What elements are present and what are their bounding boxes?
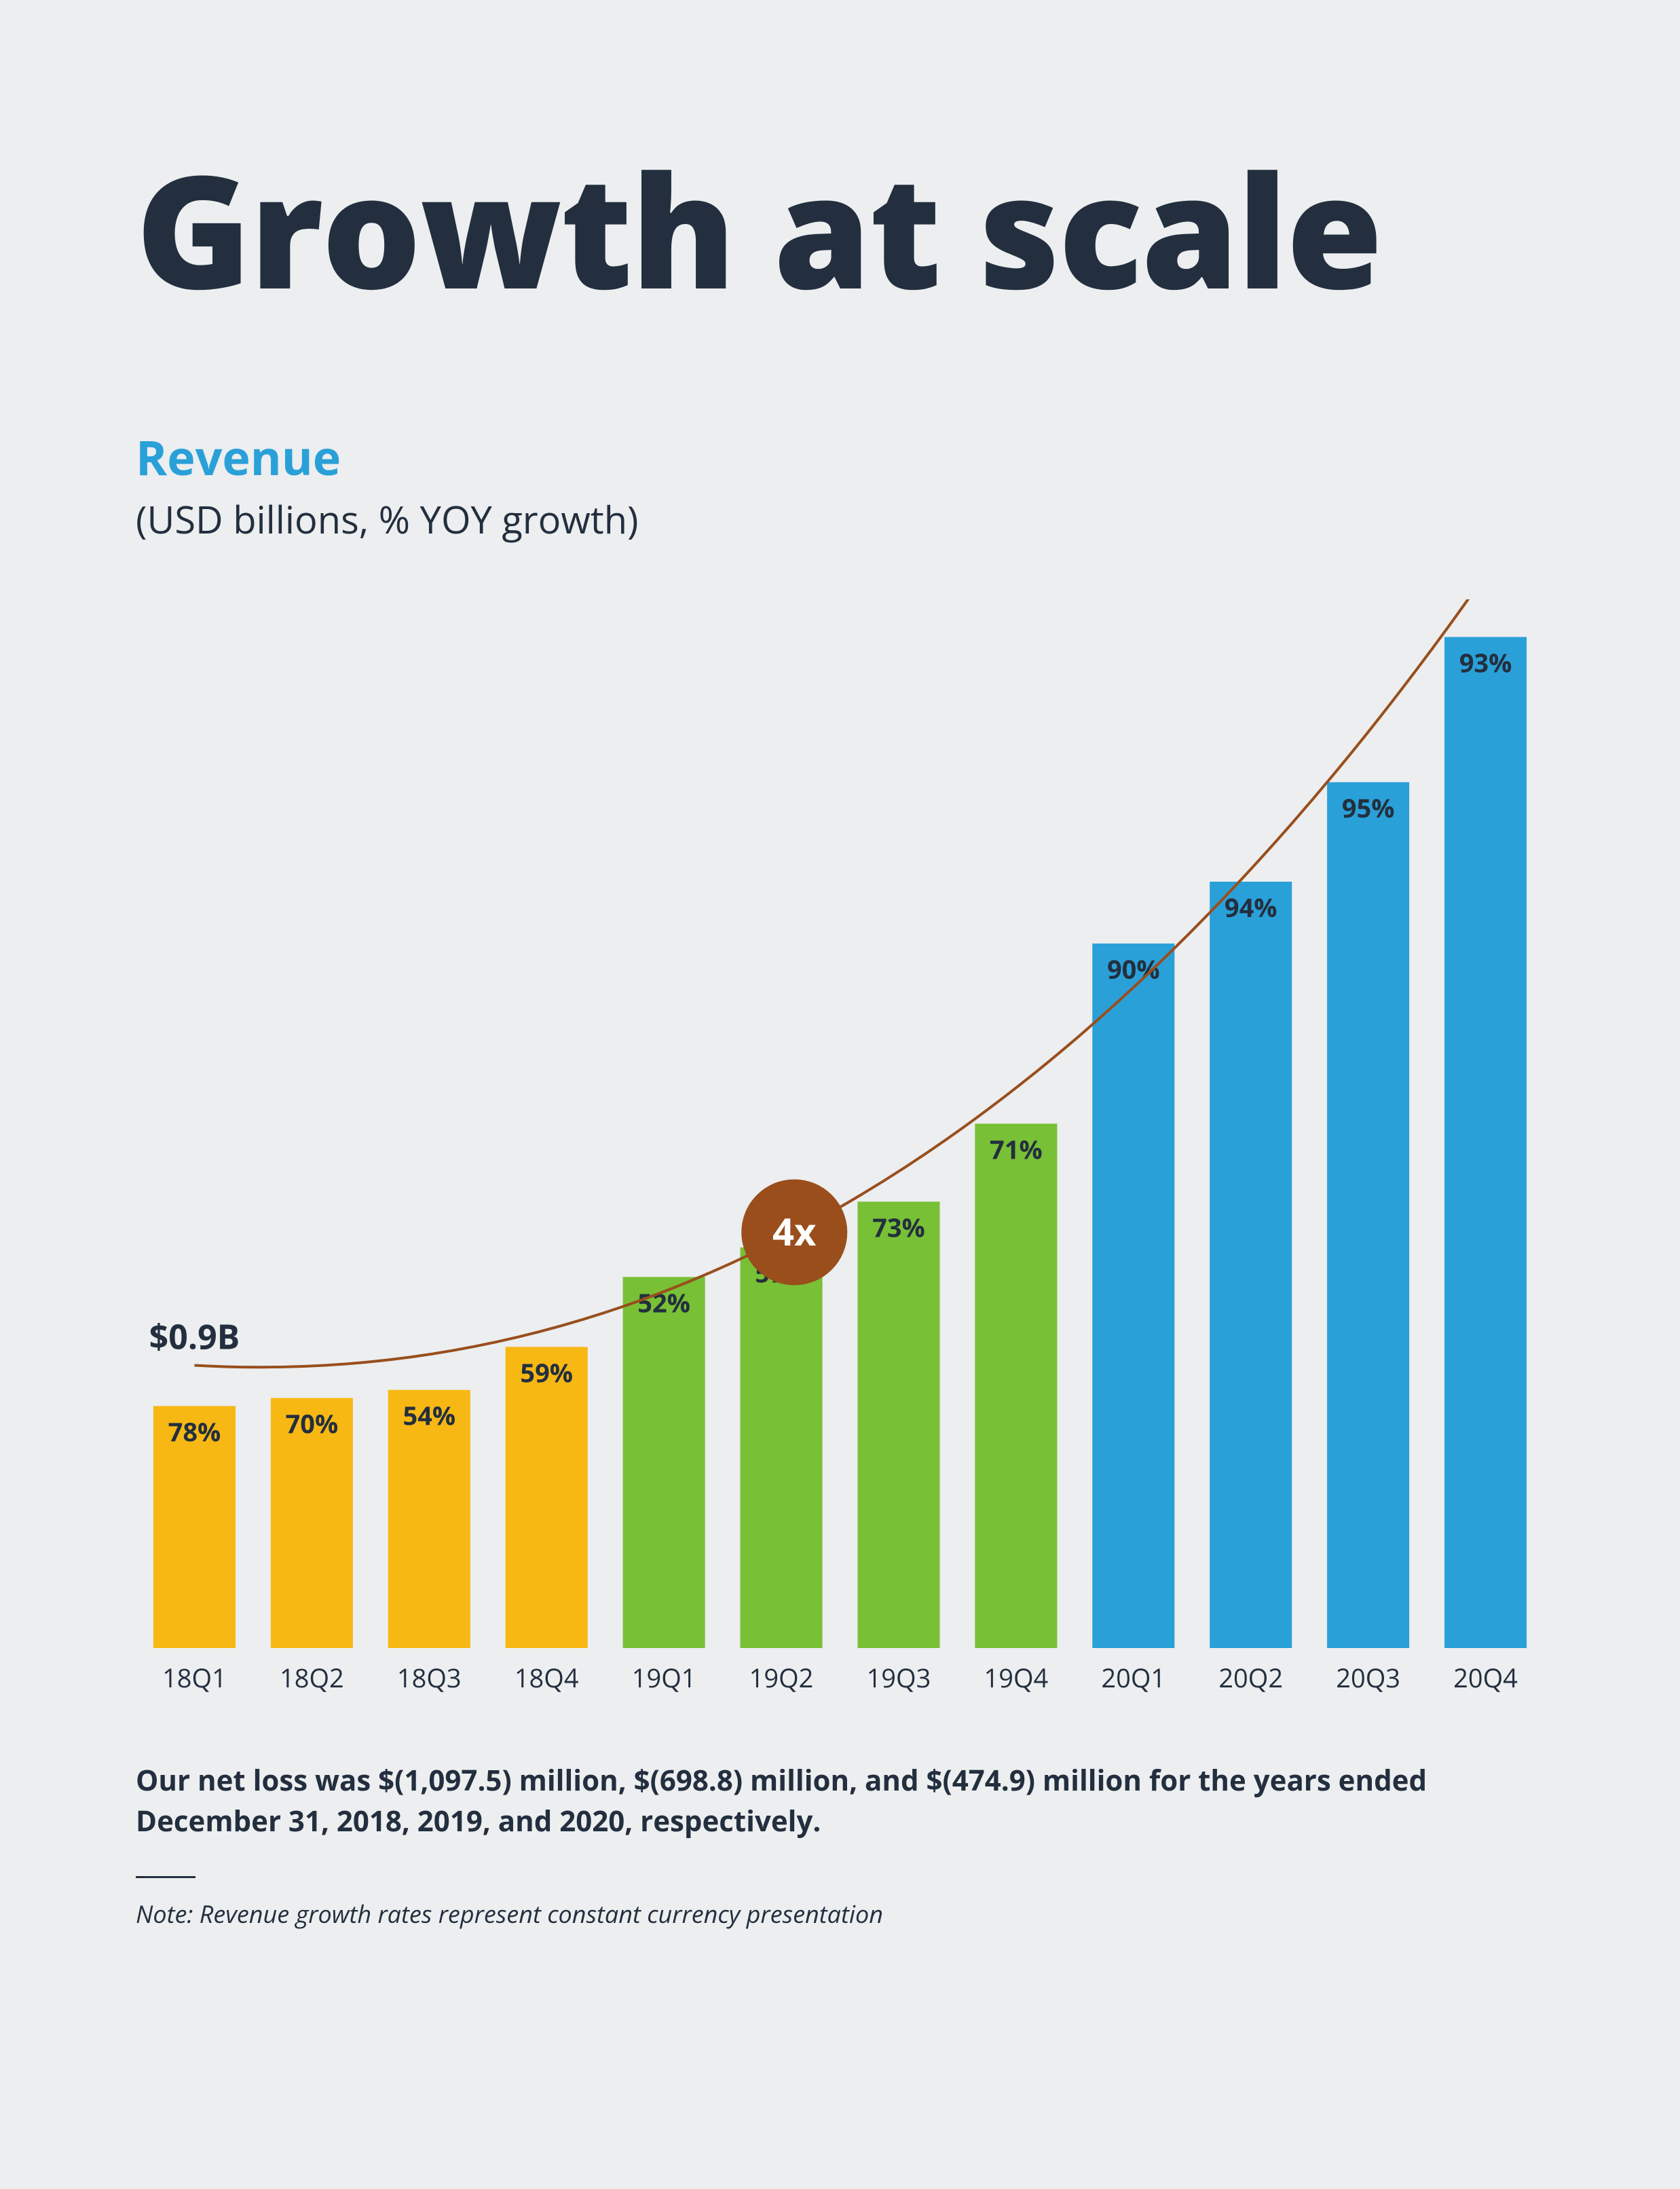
bar: [623, 1277, 705, 1648]
subtitle-block: Revenue (USD billions, % YOY growth): [136, 424, 1544, 545]
chart-subtitle-paren: (USD billions, % YOY growth): [136, 493, 1544, 545]
chart-subtitle: Revenue: [136, 424, 1544, 489]
x-axis-label: 19Q1: [632, 1660, 696, 1696]
x-axis-label: 19Q4: [984, 1660, 1049, 1696]
x-axis-label: 18Q4: [515, 1660, 579, 1696]
x-axis-label: 18Q3: [397, 1660, 462, 1696]
x-axis-label: 20Q3: [1336, 1660, 1400, 1696]
bar-pct-label: 78%: [168, 1414, 221, 1449]
bar-pct-label: 59%: [520, 1355, 573, 1390]
netloss-text: Our net loss was $(1,097.5) million, $(6…: [136, 1760, 1544, 1843]
bar-pct-label: 95%: [1342, 790, 1395, 825]
bar: [857, 1201, 939, 1648]
bar-pct-label: 71%: [990, 1131, 1043, 1167]
bar: [975, 1123, 1057, 1648]
growth-badge-text: 4x: [772, 1205, 817, 1257]
bar-pct-label: 70%: [286, 1406, 339, 1441]
revenue-chart: 78%18Q170%18Q254%18Q359%18Q452%19Q157%19…: [136, 599, 1544, 1713]
page: Growth at scale Revenue (USD billions, %…: [0, 0, 1680, 2189]
footer-block: Our net loss was $(1,097.5) million, $(6…: [136, 1760, 1544, 1931]
x-axis-label: 20Q2: [1218, 1660, 1283, 1696]
bar-pct-label: 93%: [1459, 645, 1512, 680]
x-axis-label: 19Q2: [749, 1660, 814, 1696]
bar: [1210, 882, 1292, 1648]
footer-rule: [136, 1876, 195, 1878]
bar: [1444, 637, 1527, 1648]
x-axis-label: 20Q4: [1453, 1660, 1518, 1696]
revenue-chart-svg: 78%18Q170%18Q254%18Q359%18Q452%19Q157%19…: [136, 599, 1544, 1713]
bar-pct-label: 73%: [872, 1210, 925, 1245]
bar: [1327, 782, 1409, 1648]
bar-pct-label: 94%: [1225, 890, 1277, 925]
x-axis-label: 20Q1: [1101, 1660, 1165, 1696]
callout-start: $0.9B: [149, 1313, 240, 1359]
x-axis-label: 18Q2: [280, 1660, 344, 1696]
bar: [1092, 943, 1174, 1648]
bar: [506, 1347, 588, 1648]
page-title: Growth at scale: [136, 149, 1544, 309]
bar: [741, 1247, 823, 1647]
x-axis-label: 19Q3: [867, 1660, 931, 1696]
bar-pct-label: 54%: [403, 1398, 455, 1433]
x-axis-label: 18Q1: [162, 1660, 227, 1696]
footer-note: Note: Revenue growth rates represent con…: [136, 1897, 1544, 1930]
